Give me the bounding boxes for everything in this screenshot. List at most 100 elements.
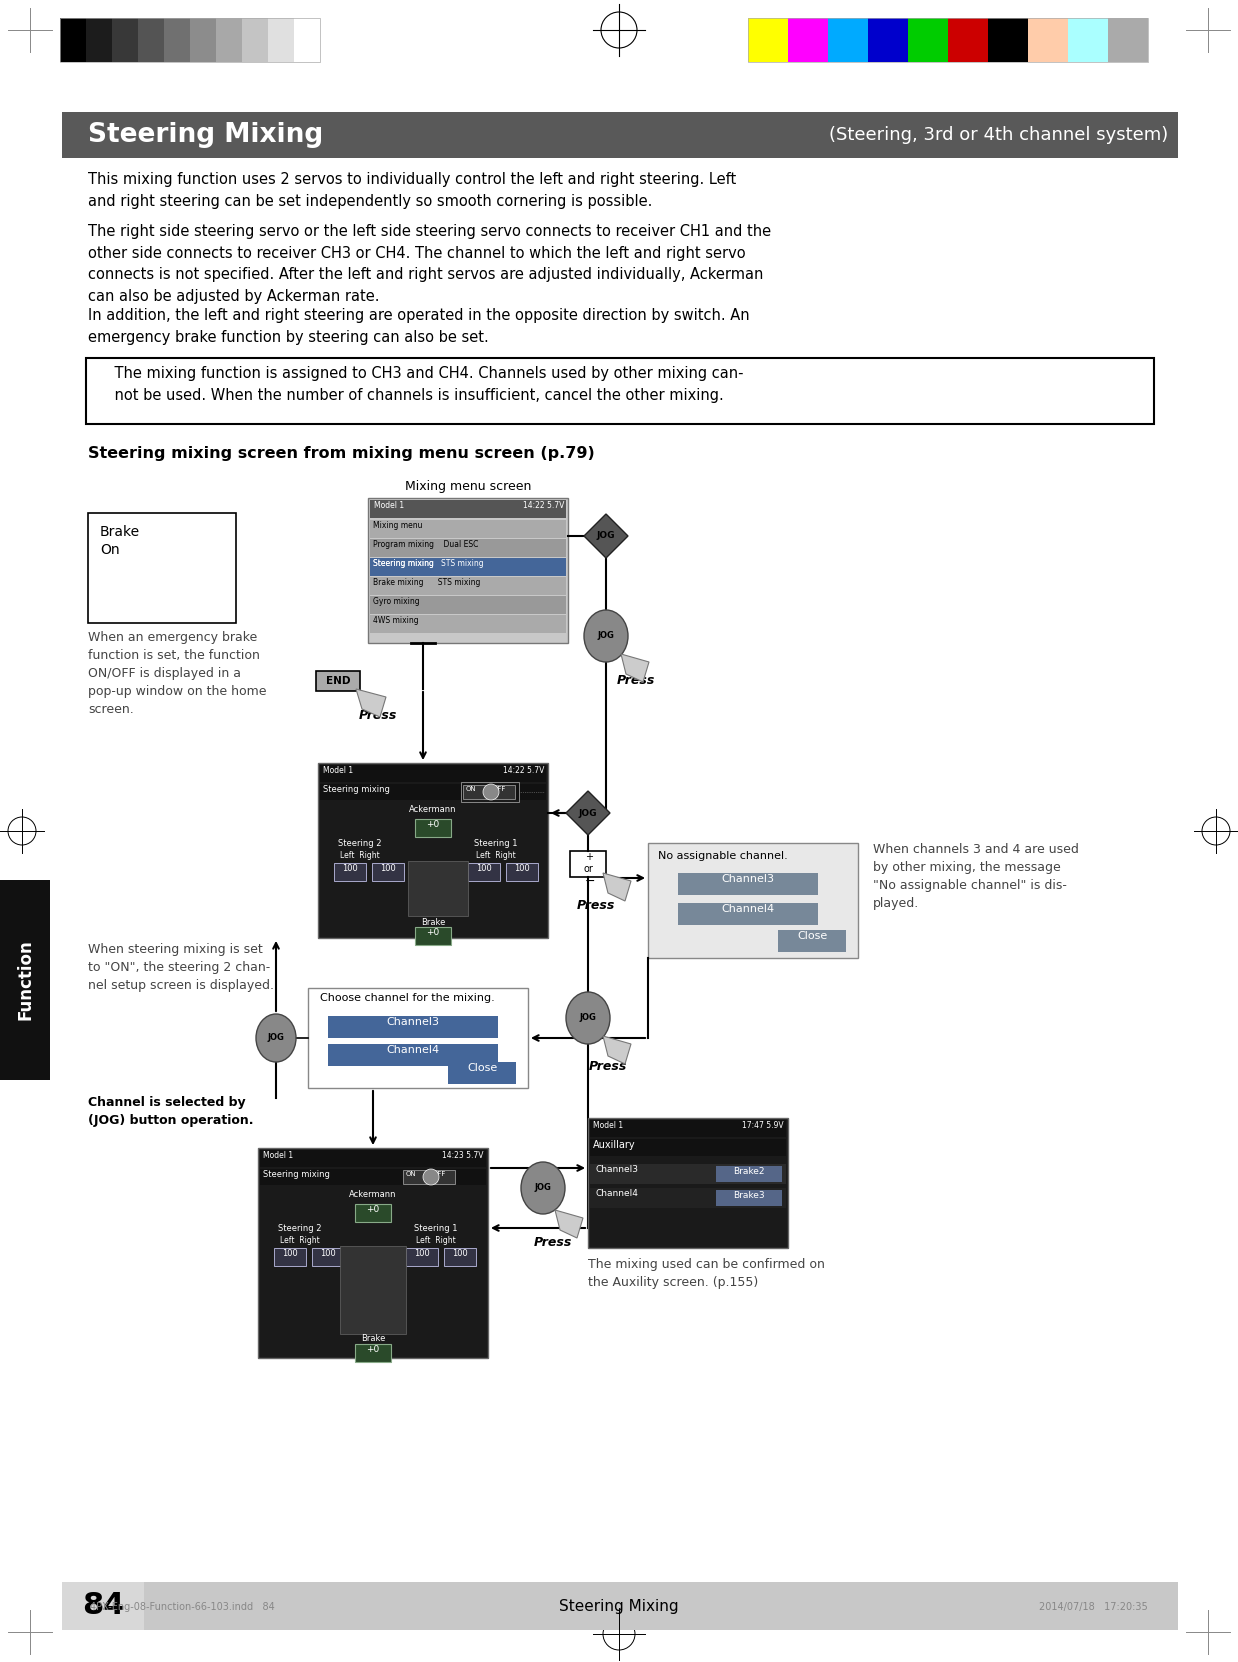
Text: 100: 100 (514, 864, 530, 873)
Text: No assignable channel.: No assignable channel. (659, 851, 787, 861)
Bar (569, 851, 605, 878)
Bar (59, 18, 319, 61)
Text: Left  Right: Left Right (477, 851, 516, 859)
Bar (85, 357, 1154, 424)
Bar (948, 18, 988, 61)
Bar (1108, 18, 1148, 61)
Text: Gyro mixing: Gyro mixing (373, 597, 420, 607)
Text: Model 1: Model 1 (374, 500, 404, 510)
Bar (59, 18, 85, 61)
Text: Press: Press (577, 899, 615, 912)
Text: Press: Press (359, 710, 397, 721)
Text: ON: ON (465, 786, 477, 793)
Text: When channels 3 and 4 are used
by other mixing, the message
"No assignable chann: When channels 3 and 4 are used by other … (873, 843, 1078, 911)
Bar (274, 1248, 306, 1266)
Text: Auxillary: Auxillary (593, 1140, 635, 1150)
Bar (355, 1345, 391, 1361)
Bar (340, 1246, 406, 1335)
Text: In addition, the left and right steering are operated in the opposite direction : In addition, the left and right steering… (88, 307, 750, 344)
Text: Steering 1: Steering 1 (415, 1223, 458, 1233)
Text: 14:23 5.7V: 14:23 5.7V (442, 1152, 484, 1160)
Bar (62, 1582, 144, 1630)
Text: JOG: JOG (579, 1014, 597, 1022)
Text: Steering mixing: Steering mixing (262, 1170, 329, 1178)
Text: Close: Close (797, 931, 827, 941)
Bar (370, 597, 566, 613)
Text: Left  Right: Left Right (340, 851, 380, 859)
Text: Ackermann: Ackermann (410, 804, 457, 814)
Bar (716, 1190, 782, 1207)
Text: Left  Right: Left Right (280, 1237, 319, 1245)
Bar (588, 1119, 789, 1248)
Text: +: + (586, 853, 593, 863)
Bar (461, 783, 519, 803)
Text: +0: +0 (366, 1345, 380, 1355)
Text: Press: Press (589, 1060, 628, 1074)
Bar (293, 18, 319, 61)
Text: Steering mixing   STS mixing: Steering mixing STS mixing (373, 558, 484, 568)
Text: Steering 2: Steering 2 (338, 839, 381, 848)
Bar (506, 863, 539, 881)
Bar (828, 18, 868, 61)
Text: OFF: OFF (493, 786, 506, 793)
Bar (355, 1203, 391, 1222)
Polygon shape (603, 873, 631, 901)
Bar (591, 1163, 786, 1183)
Bar (316, 671, 360, 691)
Polygon shape (584, 514, 628, 558)
Text: 100: 100 (342, 864, 358, 873)
Text: Close: Close (467, 1064, 498, 1074)
Bar (88, 514, 236, 623)
Text: 100: 100 (321, 1250, 335, 1258)
Bar (907, 18, 948, 61)
Text: 100: 100 (452, 1250, 468, 1258)
Text: 100: 100 (282, 1250, 298, 1258)
Bar (319, 784, 546, 799)
Text: Press: Press (534, 1237, 572, 1250)
Text: Model 1: Model 1 (593, 1120, 623, 1130)
Text: or: or (583, 864, 593, 874)
Bar (62, 111, 1179, 158)
Text: Steering Mixing: Steering Mixing (560, 1599, 678, 1614)
Text: 14:22 5.7V: 14:22 5.7V (522, 500, 565, 510)
Bar (328, 1044, 498, 1065)
Bar (241, 18, 267, 61)
Bar (318, 763, 548, 937)
Bar (368, 499, 568, 643)
Ellipse shape (566, 992, 610, 1044)
Bar (85, 18, 111, 61)
Bar (1068, 18, 1108, 61)
Circle shape (483, 784, 499, 799)
Bar (370, 520, 566, 538)
Text: +0: +0 (426, 819, 439, 829)
Bar (111, 18, 137, 61)
Text: Function: Function (16, 939, 33, 1020)
Ellipse shape (584, 610, 628, 661)
Text: 14:22 5.7V: 14:22 5.7V (503, 766, 543, 774)
Bar (678, 902, 818, 926)
Text: JOG: JOG (535, 1183, 551, 1193)
Bar (334, 863, 366, 881)
Bar (448, 1062, 516, 1084)
Bar (62, 1582, 1179, 1630)
Bar (406, 1248, 438, 1266)
Polygon shape (555, 1210, 583, 1238)
Text: Press: Press (617, 675, 655, 686)
Text: Channel4: Channel4 (595, 1188, 639, 1198)
Text: Channel4: Channel4 (722, 904, 775, 914)
Text: +0: +0 (426, 927, 439, 937)
Text: 4WS mixing: 4WS mixing (373, 617, 418, 625)
Text: Choose channel for the mixing.: Choose channel for the mixing. (319, 992, 495, 1002)
Ellipse shape (256, 1014, 296, 1062)
Text: −: − (586, 874, 595, 888)
Text: Channel3: Channel3 (386, 1017, 439, 1027)
Ellipse shape (521, 1162, 565, 1213)
Text: ON: ON (406, 1172, 417, 1177)
Bar (328, 1015, 498, 1039)
Bar (370, 615, 566, 633)
Bar (370, 500, 566, 519)
Bar (591, 1138, 786, 1157)
Text: 100: 100 (477, 864, 491, 873)
Text: 100: 100 (380, 864, 396, 873)
Text: END: END (326, 676, 350, 686)
